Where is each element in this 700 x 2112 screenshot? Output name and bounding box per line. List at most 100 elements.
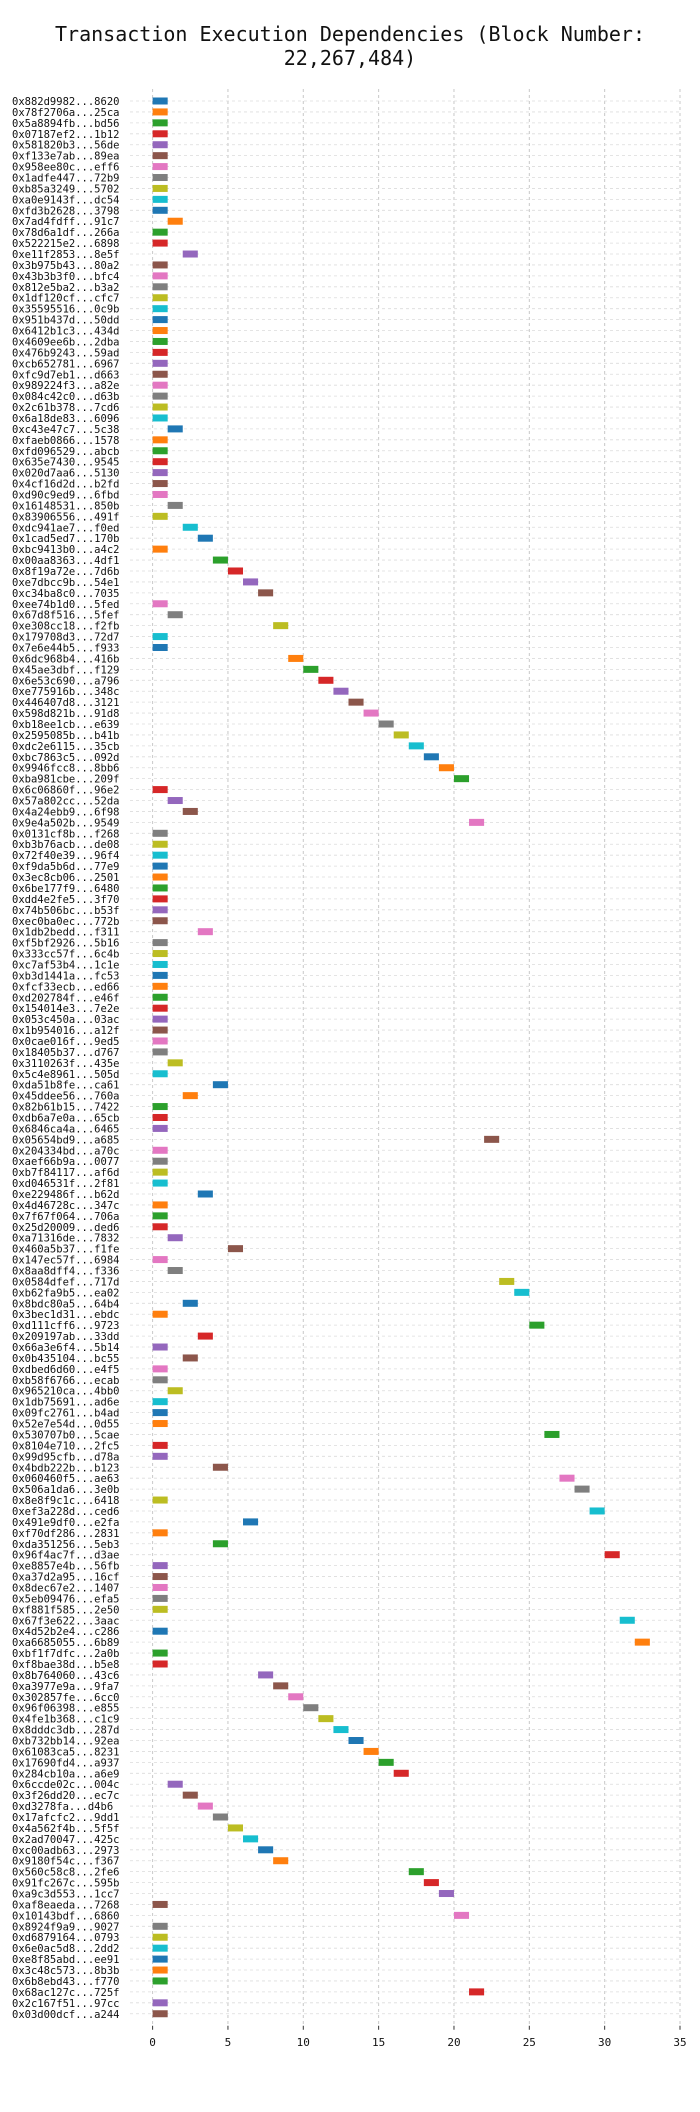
- transaction-label: 0x8dec67e2...1407: [12, 1582, 119, 1594]
- transaction-label: 0x00aa8363...4df1: [12, 555, 119, 567]
- transaction-bar: [333, 1726, 349, 1734]
- transaction-label: 0x74b506bc...b53f: [12, 905, 119, 917]
- transaction-label: 0x1cad5ed7...170b: [12, 533, 119, 545]
- transaction-label: 0x45ddee56...760a: [12, 1091, 119, 1103]
- transaction-bar: [243, 578, 259, 586]
- transaction-label: 0x1db2bedd...f311: [12, 927, 119, 939]
- transaction-bar: [303, 1704, 319, 1712]
- transaction-bar: [152, 1157, 168, 1165]
- transaction-label: 0x3f26dd20...ec7c: [12, 1790, 119, 1802]
- transaction-label: 0x45ae3dbf...f129: [12, 664, 119, 676]
- transaction-label: 0x6b8ebd43...f770: [12, 1976, 119, 1988]
- transaction-bar: [182, 807, 198, 815]
- transaction-bar: [152, 1573, 168, 1581]
- transaction-label: 0x084c42c0...d63b: [12, 391, 119, 403]
- transaction-label: 0xdc2e6115...35cb: [12, 741, 119, 753]
- transaction-bar: [152, 392, 168, 400]
- transaction-bar: [152, 206, 168, 214]
- transaction-bar: [453, 1911, 470, 1919]
- transaction-bar: [152, 108, 168, 116]
- transaction-label: 0xda51b8fe...ca61: [12, 1080, 119, 1092]
- transaction-label: 0x1b954016...a12f: [12, 1025, 119, 1037]
- transaction-label: 0xd111cff6...9723: [12, 1320, 119, 1332]
- transaction-label: 0x3ec8cb06...2501: [12, 872, 119, 884]
- x-tick-label: 35: [673, 2036, 686, 2049]
- transaction-bar: [152, 1977, 168, 1985]
- transaction-bar: [152, 1310, 168, 1318]
- x-tick-label: 5: [225, 2036, 232, 2049]
- transaction-label: 0x8dddc3db...287d: [12, 1725, 119, 1737]
- transaction-bar: [167, 425, 183, 433]
- transaction-label: 0xa3977e9a...9fa7: [12, 1681, 119, 1693]
- transaction-bar: [152, 633, 168, 641]
- transaction-bar: [484, 1135, 500, 1143]
- transaction-bar: [152, 1004, 168, 1012]
- transaction-label: 0x6846ca4a...6465: [12, 1123, 119, 1135]
- transaction-label: 0x147ec57f...6984: [12, 1255, 119, 1267]
- transaction-label: 0xe7dbcc9b...54e1: [12, 577, 119, 589]
- transaction-label: 0xda351256...5eb3: [12, 1539, 119, 1551]
- transaction-label: 0xe775916b...348c: [12, 686, 119, 698]
- transaction-label: 0xef3a228d...ced6: [12, 1506, 119, 1518]
- transaction-label: 0xb85a3249...5702: [12, 183, 119, 195]
- x-tick-label: 10: [297, 2036, 310, 2049]
- transaction-bar: [152, 884, 168, 892]
- transaction-bar: [167, 1267, 183, 1275]
- transaction-bar: [619, 1616, 635, 1624]
- transaction-label: 0x882d9982...8620: [12, 96, 119, 108]
- transaction-label: 0x82b61b15...7422: [12, 1102, 119, 1114]
- transaction-label: 0xfd096529...abcb: [12, 446, 119, 458]
- transaction-label: 0x1adfe447...72b9: [12, 173, 119, 185]
- transaction-bar: [273, 1682, 289, 1690]
- transaction-label: 0xf881f585...2e50: [12, 1604, 119, 1616]
- transaction-label: 0x154014e3...7e2e: [12, 1003, 119, 1015]
- transaction-label: 0xb58f6766...ecab: [12, 1375, 119, 1387]
- transaction-label: 0x67f3e622...3aac: [12, 1615, 119, 1627]
- transaction-label: 0x2595085b...b41b: [12, 730, 119, 742]
- transaction-bar: [152, 939, 168, 947]
- transaction-label: 0xc7af53b4...1c1e: [12, 959, 119, 971]
- chart-title: Transaction Execution Dependencies (Bloc…: [54, 22, 645, 70]
- transaction-label: 0x6be177f9...6480: [12, 883, 119, 895]
- transaction-bar: [152, 381, 168, 389]
- transaction-label: 0x8924f9a9...9027: [12, 1921, 119, 1933]
- transaction-bar: [393, 1769, 409, 1777]
- transaction-label: 0x78d6a1df...266a: [12, 227, 119, 239]
- transaction-label: 0xd046531f...2f81: [12, 1178, 119, 1190]
- transaction-label: 0x812e5ba2...b3a2: [12, 282, 119, 294]
- transaction-label: 0xf133e7ab...89ea: [12, 151, 119, 163]
- transaction-bar: [243, 1518, 259, 1526]
- transaction-bar: [544, 1430, 560, 1438]
- transaction-bar: [152, 490, 168, 498]
- transaction-bar: [152, 174, 168, 182]
- transaction-bar: [212, 1463, 228, 1471]
- transaction-label: 0xfcf33ecb...ed66: [12, 981, 119, 993]
- transaction-bar: [303, 665, 319, 673]
- transaction-bar: [152, 283, 168, 291]
- transaction-bar: [227, 567, 244, 575]
- transaction-label: 0x8e8f9c1c...6418: [12, 1495, 119, 1507]
- transaction-bar: [258, 589, 274, 597]
- transaction-label: 0xa0e9143f...dc54: [12, 194, 119, 206]
- transaction-bar: [152, 1015, 168, 1023]
- transaction-bar: [197, 1802, 213, 1810]
- transaction-bar: [182, 1354, 198, 1362]
- transaction-label: 0xba981cbe...209f: [12, 774, 119, 786]
- transaction-bar: [152, 2010, 168, 2018]
- transaction-bar: [152, 195, 168, 203]
- transaction-label: 0x52e7e54d...0d55: [12, 1419, 119, 1431]
- transaction-bar: [182, 1299, 198, 1307]
- transaction-bar: [212, 1813, 228, 1821]
- transaction-label: 0xdd4e2fe5...3f70: [12, 894, 119, 906]
- transaction-bar: [152, 141, 168, 149]
- transaction-bar: [152, 359, 168, 367]
- transaction-bar: [152, 1376, 168, 1384]
- transaction-label: 0x333cc57f...6c4b: [12, 949, 119, 961]
- transaction-bar: [152, 1922, 168, 1930]
- transaction-label: 0x476b9243...59ad: [12, 347, 119, 359]
- transaction-label: 0x020d7aa6...5130: [12, 468, 119, 480]
- transaction-label: 0x3b975b43...80a2: [12, 260, 119, 272]
- transaction-bar: [152, 1212, 168, 1220]
- transaction-bar: [152, 1452, 168, 1460]
